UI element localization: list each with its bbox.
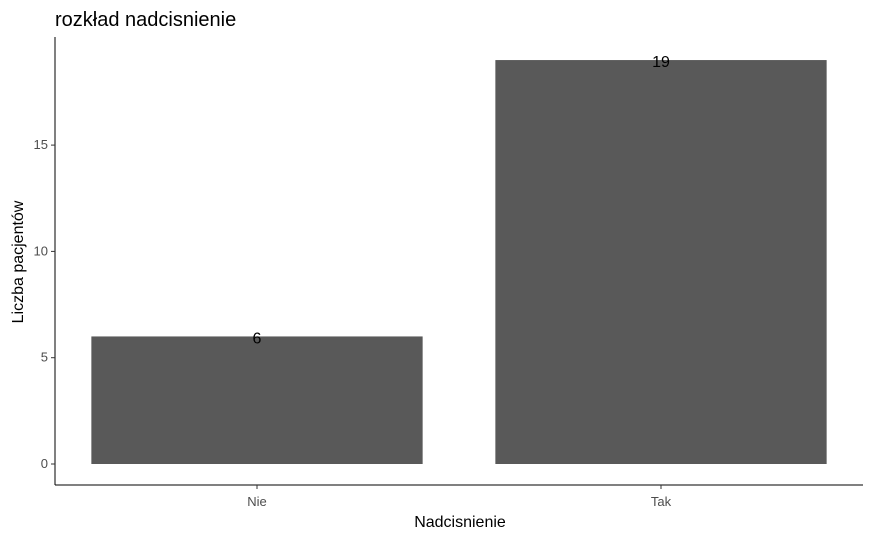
y-axis-ticks: 0 5 10 15 — [34, 137, 55, 471]
x-axis-ticks: Nie Tak — [247, 485, 672, 509]
bar-nie — [91, 336, 423, 464]
data-label-nie: 6 — [253, 330, 262, 347]
y-tick-label: 10 — [34, 243, 48, 258]
plot-area: 6 19 — [91, 54, 827, 465]
x-tick-label: Nie — [247, 494, 267, 509]
y-tick-label: 15 — [34, 137, 48, 152]
y-tick-label: 5 — [41, 350, 48, 365]
x-tick-label: Tak — [651, 494, 672, 509]
y-tick-label: 0 — [41, 456, 48, 471]
chart-title: rozkład nadcisnienie — [55, 9, 236, 31]
bar-tak — [495, 60, 827, 465]
data-label-tak: 19 — [652, 54, 670, 71]
x-axis-title: Nadcisnienie — [414, 514, 506, 531]
y-axis-title: Liczba pacjentów — [10, 200, 27, 323]
